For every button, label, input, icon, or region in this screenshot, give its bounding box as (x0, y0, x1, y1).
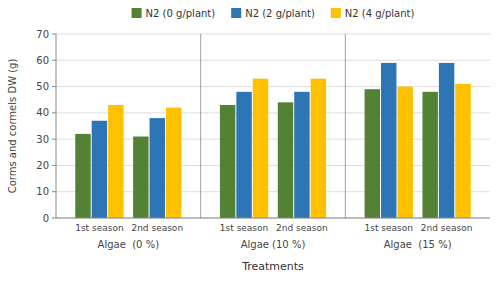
group-label: Algae (0 %) (98, 239, 160, 250)
y-tick (52, 60, 56, 61)
y-axis-label: Corms and cormels DW (g) (7, 59, 18, 194)
y-tick (52, 139, 56, 140)
x-tick-label: 1st season (220, 223, 268, 233)
group-separator (200, 34, 201, 218)
y-tick (52, 191, 56, 192)
y-axis: 0 10 20 30 40 50 60 70 (36, 29, 56, 224)
grid-line (56, 218, 490, 219)
bar (311, 79, 326, 218)
y-tick (52, 86, 56, 87)
x-axis: 1st season 2nd season 1st season 2nd season… (75, 223, 472, 250)
bars (75, 63, 470, 218)
bar (92, 121, 107, 218)
bar (422, 92, 437, 218)
x-tick-label: 2nd season (276, 223, 328, 233)
legend-swatch (331, 8, 341, 18)
chart: 0102030405060701st season2nd season1st s… (0, 0, 500, 297)
group-separator (345, 34, 346, 218)
bar (439, 63, 454, 218)
legend-swatch (132, 8, 142, 18)
legend-item: N2 (0 g/plant) (132, 8, 216, 19)
bar (150, 118, 165, 218)
x-tick-label: 2nd season (421, 223, 473, 233)
group-label: Algae (15 %) (384, 239, 452, 250)
bar (253, 79, 268, 218)
chart-container: 0102030405060701st season2nd season1st s… (0, 0, 500, 297)
y-tick (52, 34, 56, 35)
y-tick (52, 165, 56, 166)
bar (381, 63, 396, 218)
bar (108, 105, 123, 218)
x-axis-line (56, 218, 490, 219)
bar (365, 89, 380, 218)
x-tick-label: 1st season (75, 223, 123, 233)
grid-line (56, 60, 490, 61)
bar (220, 105, 235, 218)
y-tick-label: 0 (43, 213, 49, 224)
legend-item: N2 (2 g/plant) (231, 8, 315, 19)
legend-label: N2 (2 g/plant) (245, 8, 315, 19)
bar (397, 87, 412, 218)
y-tick-label: 70 (36, 29, 49, 40)
x-axis-label: Treatments (241, 260, 304, 273)
y-tick-label: 60 (36, 55, 49, 66)
y-tick (52, 218, 56, 219)
bar (133, 137, 148, 218)
bar (278, 102, 293, 218)
y-tick (52, 112, 56, 113)
legend-label: N2 (0 g/plant) (146, 8, 216, 19)
bar (236, 92, 251, 218)
y-tick-label: 20 (36, 160, 49, 171)
legend-label: N2 (4 g/plant) (345, 8, 415, 19)
grid-line (56, 34, 490, 35)
grid-line (56, 86, 490, 87)
bar (455, 84, 470, 218)
y-tick-label: 30 (36, 134, 49, 145)
bar (166, 108, 181, 218)
legend: N2 (0 g/plant) N2 (2 g/plant) N2 (4 g/plan… (132, 8, 415, 19)
x-tick-label: 2nd season (131, 223, 183, 233)
y-tick-label: 50 (36, 81, 49, 92)
legend-swatch (231, 8, 241, 18)
y-tick-label: 40 (36, 107, 49, 118)
y-tick-label: 10 (36, 186, 49, 197)
bar (294, 92, 309, 218)
group-label: Algae (10 %) (241, 239, 306, 250)
bar (75, 134, 90, 218)
grid (56, 34, 490, 218)
x-tick-label: 1st season (365, 223, 413, 233)
y-axis-line (56, 34, 57, 218)
legend-item: N2 (4 g/plant) (331, 8, 415, 19)
